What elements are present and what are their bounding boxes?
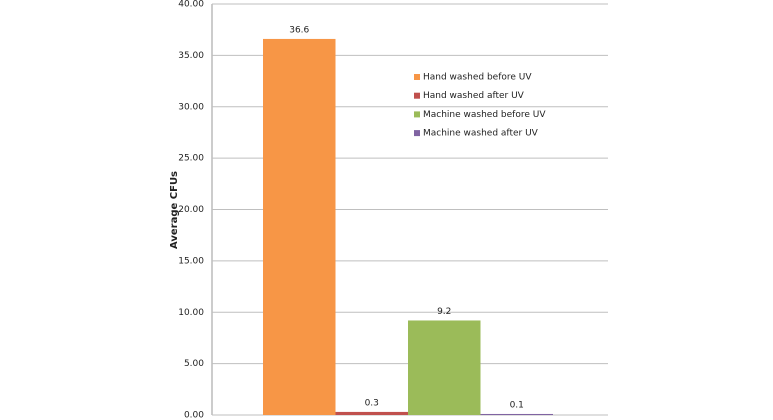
value-label: 0.1 bbox=[510, 400, 524, 410]
value-label: 0.3 bbox=[365, 398, 379, 408]
y-tick-label: 5.00 bbox=[184, 359, 204, 369]
legend-label: Hand washed after UV bbox=[423, 91, 525, 101]
y-tick-label: 15.00 bbox=[178, 256, 204, 266]
legend-swatch bbox=[414, 130, 420, 137]
bar bbox=[480, 413, 553, 415]
legend-swatch bbox=[414, 74, 420, 80]
y-tick-label: 30.00 bbox=[178, 102, 204, 112]
y-tick-label: 40.00 bbox=[178, 0, 204, 10]
bar bbox=[335, 411, 408, 415]
y-tick-label: 0.00 bbox=[184, 411, 204, 420]
y-tick-label: 35.00 bbox=[178, 51, 204, 61]
bar bbox=[263, 38, 336, 416]
value-label: 36.6 bbox=[289, 25, 309, 35]
y-tick-label: 25.00 bbox=[178, 154, 204, 164]
value-label: 9.2 bbox=[437, 307, 451, 317]
legend-label: Hand washed before UV bbox=[423, 73, 532, 83]
legend-label: Machine washed before UV bbox=[423, 110, 546, 120]
legend-swatch bbox=[414, 111, 420, 118]
legend-label: Machine washed after UV bbox=[423, 129, 539, 139]
y-tick-label: 20.00 bbox=[178, 205, 204, 215]
bar bbox=[408, 320, 481, 415]
y-tick-label: 10.00 bbox=[178, 308, 204, 318]
legend-swatch bbox=[414, 92, 420, 99]
y-axis-title: Average CFUs bbox=[169, 171, 180, 249]
